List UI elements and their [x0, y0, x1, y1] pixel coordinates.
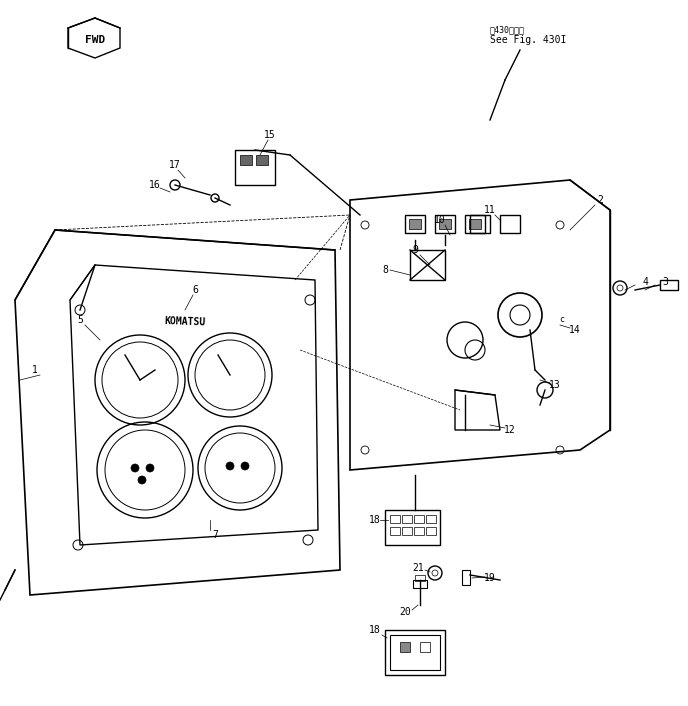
- Bar: [426, 515, 436, 523]
- Bar: [415, 575, 425, 581]
- Text: 19: 19: [484, 573, 496, 583]
- Text: 12: 12: [504, 425, 516, 435]
- Bar: [469, 219, 481, 229]
- Bar: [465, 215, 485, 233]
- Text: 第430图参照: 第430图参照: [490, 25, 525, 35]
- Text: 6: 6: [192, 285, 198, 295]
- Bar: [500, 215, 520, 233]
- Text: 4: 4: [642, 277, 648, 287]
- Text: See Fig. 430I: See Fig. 430I: [490, 35, 566, 45]
- Text: 7: 7: [212, 530, 218, 540]
- Bar: [390, 635, 440, 670]
- Text: 3: 3: [662, 277, 668, 287]
- Text: 13: 13: [549, 380, 561, 390]
- Circle shape: [146, 464, 154, 472]
- Text: 14: 14: [569, 325, 581, 335]
- Bar: [402, 515, 412, 523]
- Text: 5: 5: [77, 315, 83, 325]
- Text: 1: 1: [32, 365, 38, 375]
- Text: 21: 21: [412, 563, 424, 573]
- Bar: [402, 527, 412, 535]
- Bar: [414, 527, 424, 535]
- Bar: [413, 580, 427, 588]
- Bar: [405, 215, 425, 233]
- Text: KOMATSU: KOMATSU: [164, 316, 206, 328]
- Circle shape: [131, 464, 139, 472]
- Bar: [435, 215, 455, 233]
- Bar: [414, 515, 424, 523]
- Bar: [400, 642, 410, 652]
- Text: 8: 8: [382, 265, 388, 275]
- Bar: [470, 215, 490, 233]
- Text: 17: 17: [169, 160, 181, 170]
- Bar: [390, 527, 400, 535]
- Bar: [439, 219, 451, 229]
- Circle shape: [226, 462, 234, 470]
- Text: 20: 20: [399, 607, 411, 617]
- Bar: [235, 150, 275, 185]
- Bar: [390, 515, 400, 523]
- Text: 10: 10: [434, 215, 446, 225]
- Bar: [426, 527, 436, 535]
- Circle shape: [241, 462, 249, 470]
- Bar: [410, 250, 445, 280]
- Bar: [256, 155, 268, 165]
- Bar: [409, 219, 421, 229]
- Bar: [462, 570, 470, 585]
- Bar: [660, 280, 678, 290]
- Text: FWD: FWD: [85, 35, 105, 45]
- Bar: [385, 630, 445, 675]
- Text: 18: 18: [369, 515, 381, 525]
- Bar: [240, 155, 252, 165]
- Bar: [385, 510, 440, 545]
- Text: 15: 15: [264, 130, 276, 140]
- Text: 18: 18: [369, 625, 381, 635]
- Text: c: c: [559, 316, 564, 325]
- Text: 2: 2: [597, 195, 603, 205]
- Circle shape: [138, 476, 146, 484]
- Text: 16: 16: [149, 180, 161, 190]
- Text: 11: 11: [484, 205, 496, 215]
- Text: 9: 9: [412, 245, 418, 255]
- Bar: [420, 642, 430, 652]
